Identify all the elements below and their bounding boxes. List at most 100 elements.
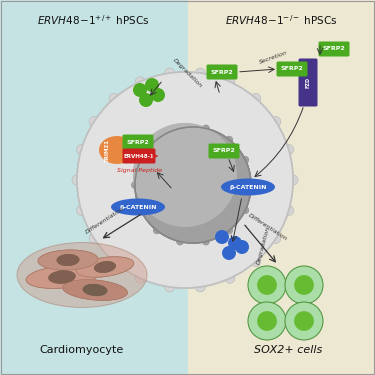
Ellipse shape [76, 257, 134, 277]
Text: β-CATENIN: β-CATENIN [119, 204, 157, 210]
Circle shape [294, 311, 314, 331]
Circle shape [165, 68, 175, 78]
Circle shape [153, 136, 160, 143]
FancyBboxPatch shape [207, 64, 237, 80]
Text: Cardiomyocyte: Cardiomyocyte [40, 345, 124, 355]
Text: SFRP2: SFRP2 [127, 140, 149, 144]
Circle shape [248, 182, 255, 189]
Circle shape [135, 127, 251, 243]
Text: SFRP2: SFRP2 [211, 69, 233, 75]
Bar [0, 0, 188, 375]
Text: $\it{ERVH48\!-\!1}^{+/+}$ hPSCs: $\it{ERVH48\!-\!1}^{+/+}$ hPSCs [37, 13, 149, 27]
Circle shape [135, 127, 251, 243]
Ellipse shape [57, 254, 80, 266]
Ellipse shape [38, 250, 98, 270]
Circle shape [248, 266, 286, 304]
Circle shape [257, 311, 277, 331]
Circle shape [228, 236, 242, 250]
Circle shape [242, 207, 249, 214]
Circle shape [89, 233, 99, 243]
FancyBboxPatch shape [123, 135, 153, 150]
Circle shape [288, 175, 298, 185]
Circle shape [145, 78, 159, 92]
Circle shape [271, 117, 281, 127]
Circle shape [195, 68, 206, 78]
Ellipse shape [94, 261, 116, 273]
Ellipse shape [48, 270, 76, 284]
Circle shape [77, 72, 293, 288]
Text: Signal Peptide: Signal Peptide [117, 168, 163, 173]
Circle shape [251, 93, 261, 104]
Circle shape [271, 233, 281, 243]
Ellipse shape [57, 254, 80, 266]
Circle shape [109, 93, 119, 104]
Ellipse shape [63, 280, 128, 300]
Circle shape [202, 238, 209, 245]
Ellipse shape [221, 178, 275, 195]
Text: FZD: FZD [306, 76, 310, 87]
Text: Differentiation: Differentiation [248, 213, 288, 242]
Text: TRIM21: TRIM21 [105, 138, 110, 162]
Ellipse shape [111, 198, 165, 216]
Circle shape [222, 246, 236, 260]
Circle shape [294, 275, 314, 295]
Ellipse shape [38, 250, 98, 270]
Circle shape [137, 156, 144, 164]
Circle shape [225, 273, 235, 283]
Circle shape [137, 207, 144, 214]
Circle shape [77, 72, 293, 288]
Circle shape [225, 77, 235, 87]
Text: Degradation: Degradation [256, 225, 271, 265]
Circle shape [135, 273, 145, 283]
Circle shape [257, 275, 277, 295]
Circle shape [215, 230, 229, 244]
Text: β-CATENIN: β-CATENIN [229, 184, 267, 189]
Text: Differentiation: Differentiation [84, 206, 126, 234]
FancyBboxPatch shape [209, 144, 240, 159]
Circle shape [251, 256, 261, 267]
Text: SFRP2: SFRP2 [280, 66, 303, 72]
Circle shape [109, 256, 119, 267]
Circle shape [226, 227, 232, 234]
Ellipse shape [99, 136, 135, 164]
Text: SFRP2: SFRP2 [213, 148, 236, 153]
Ellipse shape [26, 266, 98, 288]
Text: Degradation: Degradation [172, 57, 203, 88]
FancyBboxPatch shape [276, 62, 308, 76]
Ellipse shape [26, 266, 98, 288]
Circle shape [242, 156, 249, 164]
Circle shape [153, 227, 160, 234]
Circle shape [226, 136, 232, 143]
Text: $\it{ERVH48\!-\!1}^{-/-}$ hPSCs: $\it{ERVH48\!-\!1}^{-/-}$ hPSCs [225, 13, 338, 27]
Circle shape [76, 206, 86, 215]
Circle shape [285, 302, 323, 340]
Bar [188, 0, 375, 375]
Ellipse shape [76, 257, 134, 277]
Ellipse shape [48, 270, 76, 284]
Circle shape [177, 125, 184, 132]
Text: ERVH48-1: ERVH48-1 [124, 153, 154, 159]
Circle shape [89, 117, 99, 127]
Text: SOX2+ cells: SOX2+ cells [254, 345, 322, 355]
Ellipse shape [82, 284, 107, 296]
Ellipse shape [82, 284, 107, 296]
Circle shape [202, 125, 209, 132]
Circle shape [165, 282, 175, 292]
Circle shape [285, 266, 323, 304]
Circle shape [133, 123, 237, 227]
Circle shape [284, 145, 294, 154]
Circle shape [76, 145, 86, 154]
Circle shape [177, 238, 184, 245]
Circle shape [72, 175, 82, 185]
Text: Secretion: Secretion [258, 50, 288, 64]
FancyBboxPatch shape [318, 42, 350, 57]
Circle shape [132, 182, 138, 189]
Circle shape [135, 77, 145, 87]
Circle shape [133, 123, 237, 227]
Circle shape [151, 88, 165, 102]
Circle shape [235, 240, 249, 254]
Circle shape [248, 302, 286, 340]
FancyBboxPatch shape [123, 148, 156, 164]
Circle shape [284, 206, 294, 215]
Circle shape [195, 282, 206, 292]
